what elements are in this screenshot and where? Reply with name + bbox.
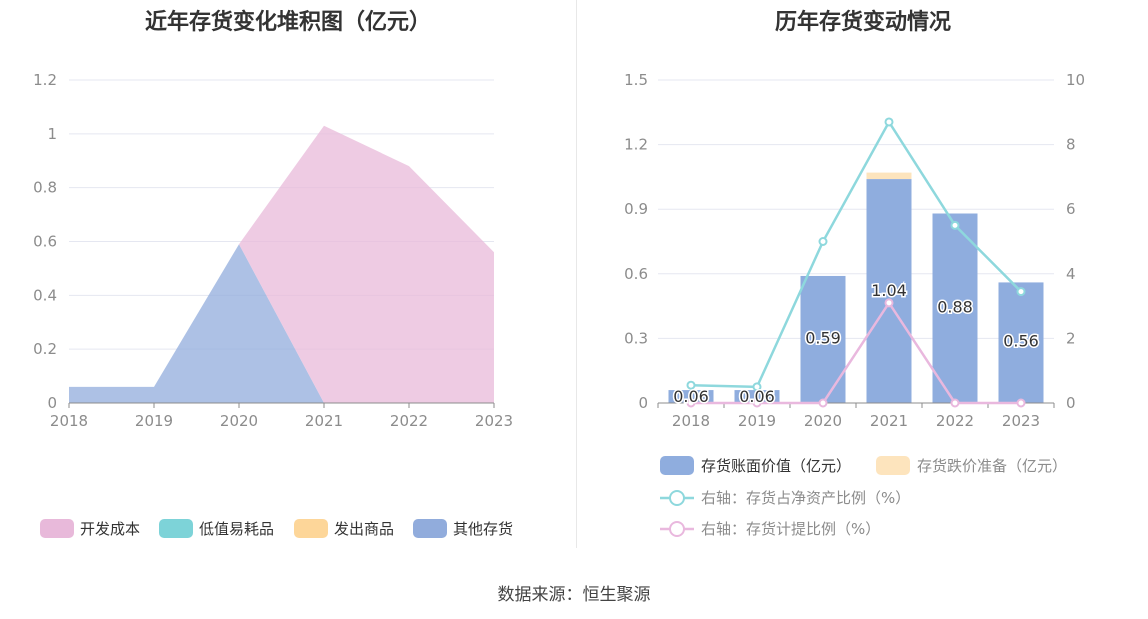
line-series — [691, 300, 1021, 405]
line-point — [1016, 287, 1026, 297]
panel-divider — [576, 0, 577, 548]
left-legend-swatch — [413, 519, 447, 538]
left-y-tick-label: 0.6 — [33, 233, 57, 251]
right-y-tick-label: 0 — [638, 394, 648, 412]
right-x-tick-label: 2019 — [738, 412, 776, 430]
right-y-tick-label: 0.9 — [624, 200, 648, 218]
left-legend-label: 发出商品 — [334, 520, 394, 538]
left-chart-title: 近年存货变化堆积图（亿元） — [144, 10, 431, 35]
right-y2-tick-label: 6 — [1066, 200, 1076, 218]
line-point — [950, 220, 960, 230]
book-value-bar — [734, 390, 780, 403]
left-x-tick-label: 2023 — [475, 412, 513, 430]
right-y-tick-label: 0.6 — [624, 265, 648, 283]
left-y-tick-label: 0.4 — [33, 286, 57, 304]
right-y2-tick-label: 4 — [1066, 265, 1076, 283]
left-y-tick-label: 0.8 — [33, 179, 57, 197]
right-legend-label: 存货账面价值（亿元） — [701, 457, 851, 475]
line-point — [884, 298, 894, 308]
line-point — [686, 398, 696, 408]
line-point — [818, 237, 828, 246]
left-area-series — [69, 244, 494, 403]
left-y-tick-label: 1.2 — [33, 71, 57, 89]
line-point — [818, 398, 828, 408]
right-y2-tick-label: 2 — [1066, 329, 1076, 347]
left-legend-swatch — [40, 519, 74, 538]
right-legend-label: 存货跌价准备（亿元） — [917, 457, 1067, 475]
book-value-bar — [668, 390, 714, 403]
left-legend-swatch — [159, 519, 193, 538]
left-x-tick-label: 2019 — [135, 412, 173, 430]
right-y2-tick-label: 8 — [1066, 136, 1076, 154]
left-y-tick-label: 1 — [47, 125, 57, 143]
bar-value-label: 1.04 — [871, 281, 907, 300]
left-y-tick-label: 0.2 — [33, 340, 57, 358]
bar-value-label: 0.88 — [937, 297, 973, 316]
bar-value-label: 0.06 — [673, 387, 709, 406]
right-y-tick-label: 0.3 — [624, 329, 648, 347]
line-point — [1016, 398, 1026, 408]
right-legend-label: 右轴：存货占净资产比例（%） — [701, 489, 910, 507]
right-y-tick-label: 1.5 — [624, 71, 648, 89]
line-point — [686, 380, 696, 390]
left-legend-label: 低值易耗品 — [199, 520, 274, 538]
right-y2-tick-label: 10 — [1066, 71, 1085, 89]
impairment-bar — [866, 172, 912, 180]
right-y2-tick-label: 0 — [1066, 394, 1076, 412]
bar-value-label: 0.59 — [805, 328, 841, 347]
right-chart-title: 历年存货变动情况 — [774, 10, 951, 35]
right-legend-label: 右轴：存货计提比例（%） — [701, 520, 880, 538]
right-legend-marker — [669, 521, 685, 537]
left-x-tick-label: 2022 — [390, 412, 428, 430]
data-source-label: 数据来源：恒生聚源 — [497, 585, 651, 605]
right-x-tick-label: 2021 — [870, 412, 908, 430]
left-legend-swatch — [294, 519, 328, 538]
right-x-tick-label: 2023 — [1002, 412, 1040, 430]
bar-value-label: 0.56 — [1003, 332, 1039, 351]
left-x-tick-label: 2018 — [50, 412, 88, 430]
right-x-tick-label: 2018 — [672, 412, 710, 430]
left-legend-label: 开发成本 — [80, 520, 140, 538]
right-legend-marker — [669, 490, 685, 506]
left-x-tick-label: 2020 — [220, 412, 258, 430]
right-y-tick-label: 1.2 — [624, 136, 648, 154]
line-point — [752, 382, 762, 392]
left-legend-label: 其他存货 — [453, 520, 513, 538]
left-area-series — [69, 125, 494, 403]
bar-value-label: 0.06 — [739, 387, 775, 406]
book-value-bar — [866, 179, 912, 403]
right-legend-swatch — [660, 456, 694, 475]
line-point — [752, 398, 762, 408]
line-point — [884, 117, 894, 127]
left-y-tick-label: 0 — [47, 394, 57, 412]
right-legend-swatch — [876, 456, 910, 475]
line-point — [950, 398, 960, 408]
left-x-tick-label: 2021 — [305, 412, 343, 430]
right-x-tick-label: 2022 — [936, 412, 974, 430]
book-value-bar — [998, 282, 1044, 403]
line-series — [690, 119, 1022, 389]
right-x-tick-label: 2020 — [804, 412, 842, 430]
book-value-bar — [932, 213, 978, 403]
